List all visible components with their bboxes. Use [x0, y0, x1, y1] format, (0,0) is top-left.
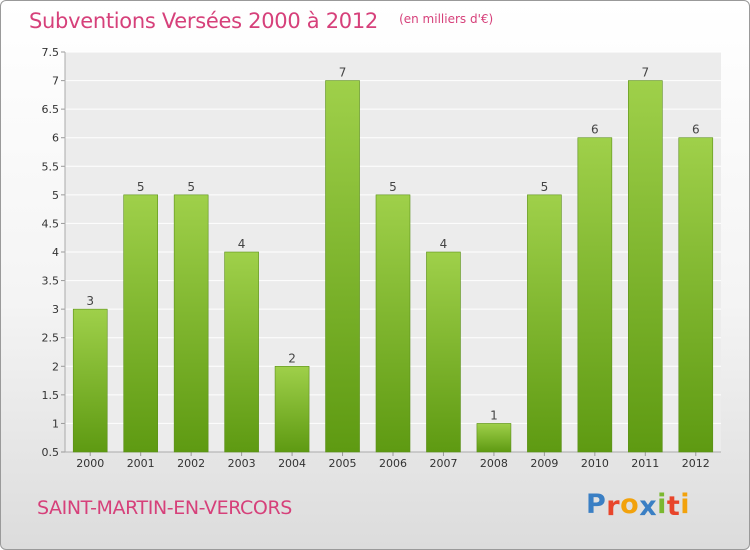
data-label-2008: 1 — [490, 408, 498, 422]
logo-letter: x — [639, 491, 658, 522]
logo-letter: o — [620, 489, 640, 520]
y-tick-label: 1.5 — [42, 389, 60, 402]
x-tick-label-2009: 2009 — [530, 457, 558, 470]
data-label-2007: 4 — [440, 237, 448, 251]
data-label-2002: 5 — [187, 180, 195, 194]
logo-letter: i — [657, 489, 667, 520]
data-label-2003: 4 — [238, 237, 246, 251]
y-tick-label: 4.5 — [42, 217, 60, 230]
x-tick-label-2000: 2000 — [76, 457, 104, 470]
bar-2011 — [628, 80, 663, 453]
title-row: Subventions Versées 2000 à 2012 (en mill… — [29, 9, 493, 33]
x-tick-label-2001: 2001 — [127, 457, 155, 470]
commune-name: SAINT-MARTIN-EN-VERCORS — [37, 497, 292, 519]
y-tick-label: 5.5 — [42, 160, 60, 173]
data-label-2010: 6 — [591, 123, 599, 137]
data-label-2012: 6 — [692, 123, 700, 137]
x-tick-label-2003: 2003 — [228, 457, 256, 470]
logo-letter: i — [680, 489, 691, 520]
bar-2010 — [577, 137, 613, 453]
bar-2004 — [274, 365, 310, 453]
bar-2001 — [123, 194, 158, 453]
data-label-2011: 7 — [641, 66, 649, 80]
bar-2007 — [426, 251, 461, 453]
bar-2000 — [72, 308, 108, 453]
data-label-2004: 2 — [288, 351, 296, 365]
bar-2009 — [527, 194, 562, 453]
y-tick-label: 1 — [52, 417, 59, 430]
logo-letter: P — [586, 489, 607, 520]
x-tick-label-2010: 2010 — [581, 457, 609, 470]
x-tick-label-2012: 2012 — [682, 457, 710, 470]
y-tick-label: 4 — [52, 246, 59, 259]
bar-2005 — [325, 80, 360, 453]
data-label-2001: 5 — [137, 180, 145, 194]
bar-2002 — [173, 194, 209, 453]
y-tick-label: 5 — [52, 189, 59, 202]
data-label-2009: 5 — [541, 180, 549, 194]
bar-2008 — [476, 423, 512, 453]
y-tick-label: 3 — [52, 303, 59, 316]
bar-2006 — [375, 194, 411, 453]
x-tick-label-2004: 2004 — [278, 457, 306, 470]
data-label-2000: 3 — [86, 294, 94, 308]
chart-title: Subventions Versées 2000 à 2012 — [29, 9, 378, 33]
data-label-2005: 7 — [339, 66, 347, 80]
y-tick-label: 2.5 — [42, 332, 60, 345]
bar-2012 — [678, 137, 714, 453]
logo-letter: t — [666, 491, 681, 522]
unit-note: (en milliers d'€) — [399, 12, 494, 26]
data-label-2006: 5 — [389, 180, 397, 194]
y-tick-label: 7.5 — [42, 46, 60, 59]
y-tick-label: 6 — [52, 132, 59, 145]
x-tick-label-2005: 2005 — [329, 457, 357, 470]
x-tick-label-2011: 2011 — [631, 457, 659, 470]
y-tick-label: 3.5 — [42, 275, 60, 288]
y-tick-label: 0.5 — [42, 446, 60, 459]
proxiti-logo: Proxiti — [586, 489, 691, 522]
x-tick-label-2006: 2006 — [379, 457, 407, 470]
bar-2003 — [224, 251, 259, 453]
y-tick-label: 6.5 — [42, 103, 60, 116]
logo-letter: r — [606, 491, 621, 522]
x-tick-label-2002: 2002 — [177, 457, 205, 470]
y-tick-label: 7 — [52, 75, 59, 88]
x-tick-label-2007: 2007 — [429, 457, 457, 470]
y-tick-label: 2 — [52, 360, 59, 373]
x-tick-label-2008: 2008 — [480, 457, 508, 470]
